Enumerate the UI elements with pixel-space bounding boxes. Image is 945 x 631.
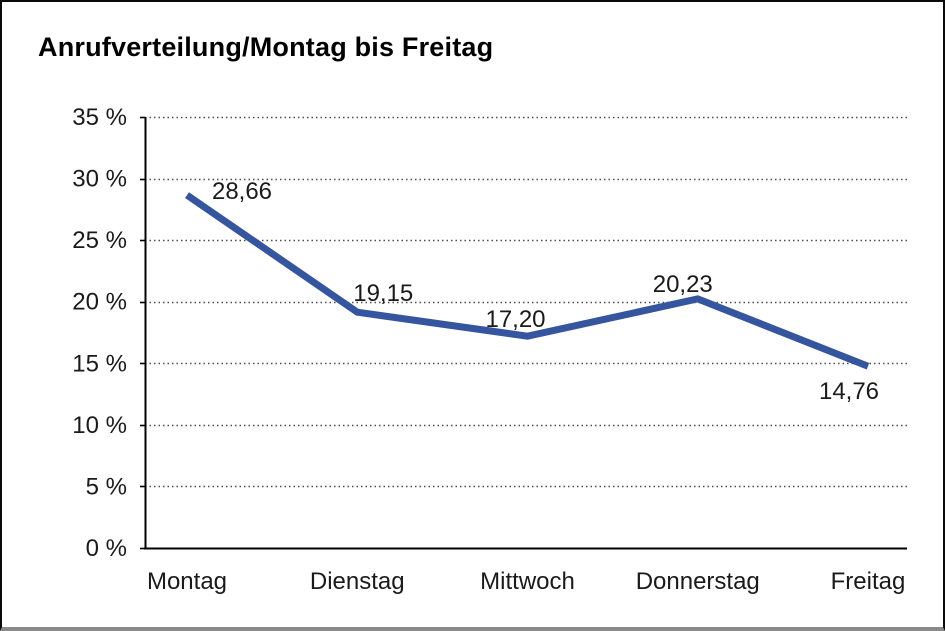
y-tick-label: 5 % (86, 473, 127, 500)
x-tick-label: Dienstag (310, 568, 405, 595)
y-tick-label: 35 % (72, 104, 127, 131)
labels-layer: 0 % 5 % 10 % 15 % 20 % 25 % 30 % 35 % Montag Dien… (72, 104, 905, 595)
data-line (185, 192, 870, 370)
data-point-label: 19,15 (353, 280, 413, 307)
y-tick-label: 20 % (72, 289, 127, 316)
x-tick-label: Freitag (831, 568, 906, 595)
y-tick-label: 25 % (72, 227, 127, 254)
y-tick-label: 0 % (86, 535, 127, 562)
x-tick-label: Donnerstag (636, 568, 760, 595)
x-tick-label: Montag (147, 568, 227, 595)
data-series-layer (185, 192, 870, 370)
data-point-label: 20,23 (653, 271, 713, 298)
y-tick-label: 15 % (72, 350, 127, 377)
axes-layer (140, 116, 907, 550)
data-point-label: 14,76 (819, 378, 879, 405)
y-tick-label: 10 % (72, 412, 127, 439)
data-point-label: 28,66 (212, 178, 272, 205)
data-point-label: 17,20 (485, 306, 545, 333)
y-tick-label: 30 % (72, 166, 127, 193)
x-tick-label: Mittwoch (480, 568, 575, 595)
chart-title: Anrufverteilung/Montag bis Freitag (38, 32, 494, 62)
gridlines-layer (145, 116, 907, 488)
